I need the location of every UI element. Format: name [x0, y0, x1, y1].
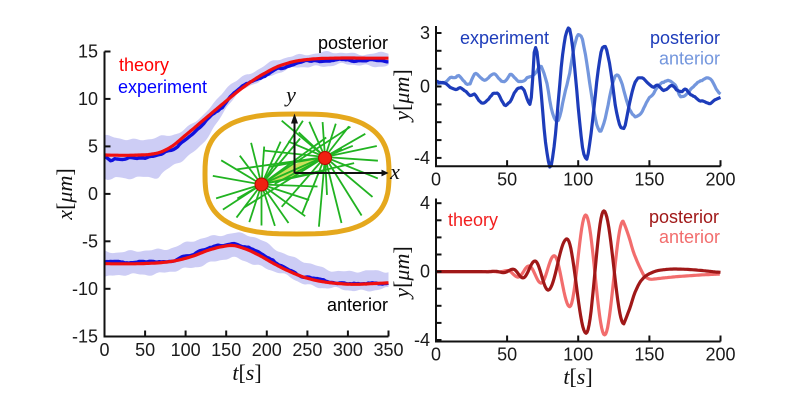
svg-text:15: 15	[78, 42, 98, 62]
svg-text:0: 0	[431, 345, 441, 365]
svg-text:0: 0	[88, 184, 98, 204]
svg-text:300: 300	[333, 340, 363, 360]
svg-text:-5: -5	[82, 231, 98, 251]
svg-text:200: 200	[705, 345, 735, 365]
svg-text:10: 10	[78, 89, 98, 109]
svg-text:250: 250	[292, 340, 322, 360]
svg-text:5: 5	[88, 136, 98, 156]
svg-text:x[μm]: x[μm]	[52, 168, 77, 220]
svg-text:t[s]: t[s]	[563, 364, 592, 389]
svg-text:anterior: anterior	[659, 49, 720, 69]
svg-text:50: 50	[135, 340, 155, 360]
svg-text:0: 0	[99, 340, 109, 360]
svg-text:150: 150	[634, 345, 664, 365]
svg-text:200: 200	[252, 340, 282, 360]
svg-text:theory: theory	[119, 55, 169, 75]
svg-text:-15: -15	[72, 327, 98, 347]
svg-text:y[μm]: y[μm]	[389, 246, 414, 299]
svg-text:posterior: posterior	[318, 33, 388, 53]
svg-text:100: 100	[563, 345, 593, 365]
svg-text:y[μm]: y[μm]	[389, 69, 414, 122]
svg-text:200: 200	[705, 170, 735, 190]
svg-text:x: x	[389, 159, 400, 184]
svg-text:50: 50	[497, 170, 517, 190]
svg-text:t[s]: t[s]	[232, 360, 261, 385]
svg-text:anterior: anterior	[659, 227, 720, 247]
svg-text:4: 4	[420, 193, 430, 213]
svg-text:0: 0	[420, 77, 430, 97]
svg-text:50: 50	[497, 345, 517, 365]
svg-text:theory: theory	[448, 210, 498, 230]
svg-text:-4: -4	[414, 148, 430, 168]
svg-text:experiment: experiment	[118, 77, 207, 97]
svg-text:experiment: experiment	[460, 28, 549, 48]
svg-text:100: 100	[563, 170, 593, 190]
svg-text:100: 100	[171, 340, 201, 360]
svg-text:y: y	[284, 82, 296, 107]
svg-text:0: 0	[431, 170, 441, 190]
svg-text:150: 150	[634, 170, 664, 190]
svg-text:posterior: posterior	[650, 28, 720, 48]
svg-text:-10: -10	[72, 279, 98, 299]
svg-text:anterior: anterior	[327, 295, 388, 315]
svg-text:3: 3	[420, 23, 430, 43]
svg-text:0: 0	[420, 262, 430, 282]
svg-text:150: 150	[211, 340, 241, 360]
svg-text:-4: -4	[414, 330, 430, 350]
svg-text:350: 350	[373, 340, 403, 360]
svg-text:posterior: posterior	[649, 207, 719, 227]
